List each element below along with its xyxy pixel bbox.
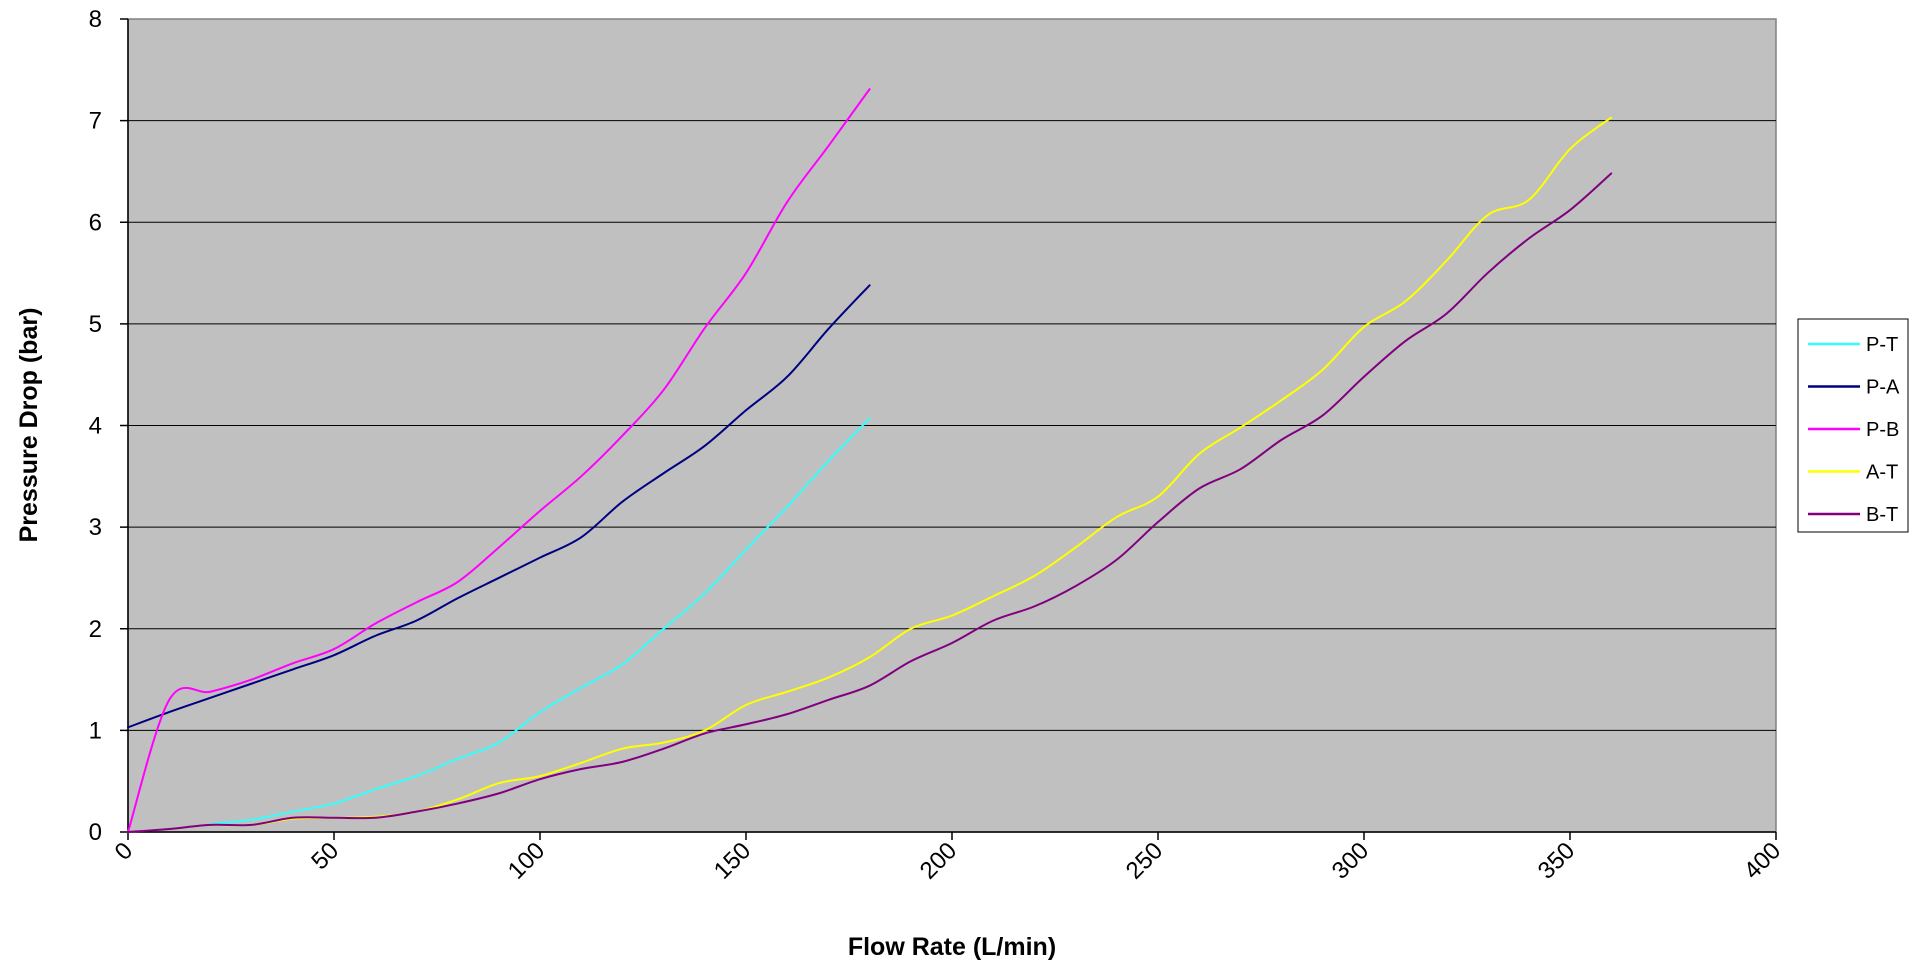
y-tick-label: 2 xyxy=(89,616,102,643)
series-line-p-b xyxy=(127,88,871,833)
series-line-b-t xyxy=(127,172,1613,833)
x-tick-label: 300 xyxy=(1327,837,1374,884)
legend-label-p-t: P-T xyxy=(1866,334,1898,356)
legend-items: P-T P-A P-B A-T B-T xyxy=(1808,334,1900,526)
x-tick-label: 250 xyxy=(1121,837,1168,884)
series-lines xyxy=(127,88,1613,833)
y-tick-label: 4 xyxy=(89,413,102,440)
legend-box xyxy=(1797,318,1909,533)
x-tick-label: 0 xyxy=(110,837,139,866)
series-line-a-t xyxy=(209,116,1613,827)
x-tick-label: 200 xyxy=(915,837,962,884)
y-tick-label: 1 xyxy=(89,717,102,744)
y-tick-label: 8 xyxy=(89,6,102,33)
x-tick-label: 100 xyxy=(503,837,550,884)
legend-label-p-b: P-B xyxy=(1866,419,1899,441)
legend-label-p-a: P-A xyxy=(1866,377,1900,399)
x-tick-label: 50 xyxy=(306,837,344,875)
x-tick-label: 350 xyxy=(1533,837,1580,884)
series-line-p-t xyxy=(209,417,871,825)
y-tick-label: 0 xyxy=(89,819,102,846)
series-line-p-a xyxy=(127,284,871,729)
gridlines xyxy=(128,120,1776,731)
y-tick-label: 7 xyxy=(89,108,102,135)
y-axis-title: Pressure Drop (bar) xyxy=(15,308,43,543)
x-tick-label: 400 xyxy=(1739,837,1786,884)
y-tick-label: 3 xyxy=(89,514,102,541)
x-tick-label: 150 xyxy=(709,837,756,884)
legend: P-T P-A P-B A-T B-T xyxy=(1797,318,1909,533)
x-axis-title: Flow Rate (L/min) xyxy=(848,933,1056,961)
legend-label-b-t: B-T xyxy=(1866,504,1898,526)
y-tick-label: 6 xyxy=(89,209,102,236)
legend-label-a-t: A-T xyxy=(1866,462,1898,484)
y-tick-label: 5 xyxy=(89,311,102,338)
x-axis-ticks: 0 50 100 150 200 250 300 350 400 xyxy=(110,832,1786,885)
y-axis-ticks: 0 1 2 3 4 5 6 7 8 xyxy=(89,6,128,846)
